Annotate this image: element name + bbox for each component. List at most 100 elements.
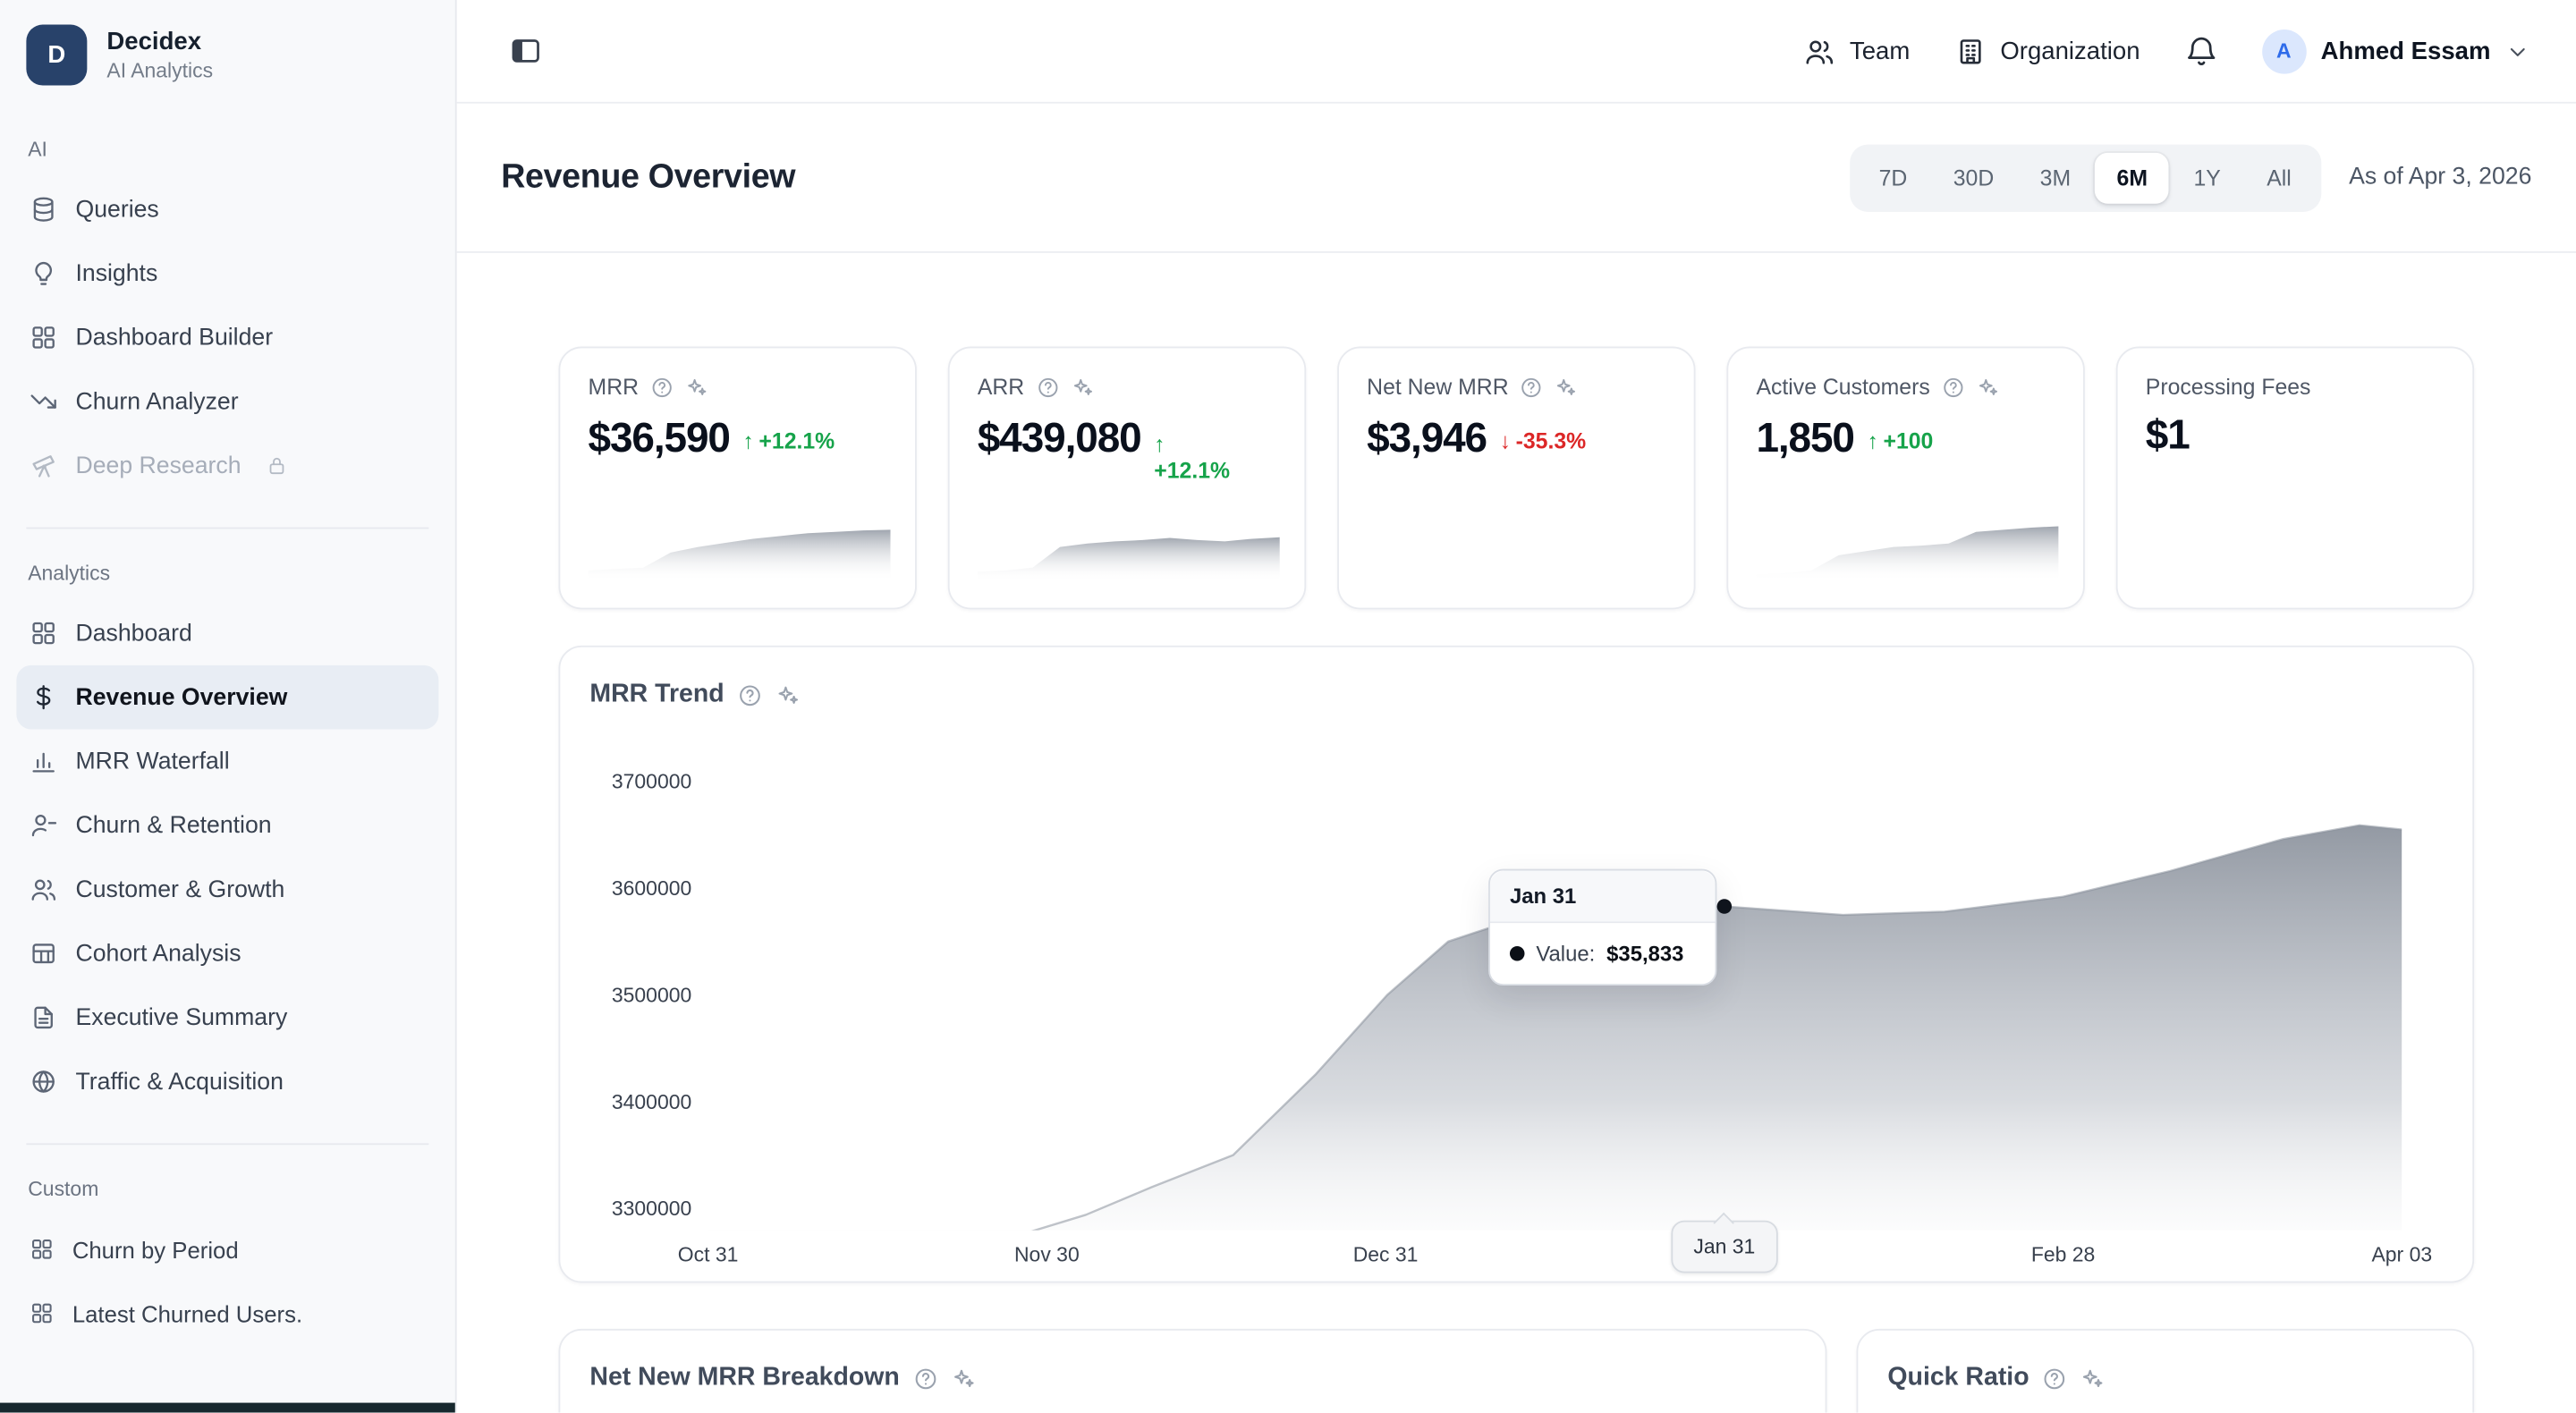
range-button-7d[interactable]: 7D: [1878, 165, 1908, 190]
sparkle-icon[interactable]: [2080, 1366, 2106, 1391]
sidebar-item-churn-analyzer[interactable]: Churn Analyzer: [16, 369, 438, 434]
help-icon[interactable]: [650, 376, 674, 399]
kpi-label: Net New MRR: [1367, 374, 1509, 400]
user-name: Ahmed Essam: [2320, 37, 2491, 65]
help-icon[interactable]: [1520, 376, 1543, 399]
range-button-all[interactable]: All: [2267, 165, 2292, 190]
sidebar-item-customer-growth[interactable]: Customer & Growth: [16, 858, 438, 922]
sidebar-item-churn-by-period[interactable]: Churn by Period: [16, 1217, 438, 1282]
help-icon[interactable]: [1942, 376, 1965, 399]
sparkle-icon[interactable]: [775, 682, 801, 707]
series-dot: [1509, 945, 1525, 961]
chart-title: MRR Trend: [589, 680, 724, 708]
kpi-delta: ↑ +12.1%: [742, 428, 835, 454]
x-tick-selected[interactable]: Jan 31: [1670, 1220, 1779, 1273]
brand-name: Decidex: [106, 28, 202, 56]
sidebar-item-label: Executive Summary: [75, 1004, 288, 1031]
sidebar-item-dashboard[interactable]: Dashboard: [16, 601, 438, 665]
kpi-value: $3,946: [1367, 415, 1487, 462]
sidebar-item-mrr-waterfall[interactable]: MRR Waterfall: [16, 730, 438, 794]
kpi-delta: ↓ -35.3%: [1499, 428, 1587, 454]
chart-plot-area[interactable]: Jan 31 Value: $35,833: [708, 770, 2402, 1231]
sidebar-item-label: MRR Waterfall: [75, 748, 230, 775]
x-tick: Feb 28: [2030, 1243, 2096, 1267]
y-tick: 3300000: [611, 1197, 692, 1221]
area-chart: [708, 824, 2402, 1231]
card-title: Quick Ratio: [1887, 1363, 2029, 1392]
sidebar-item-traffic-acquisition[interactable]: Traffic & Acquisition: [16, 1050, 438, 1114]
x-axis-labels: Oct 31 Nov 30 Dec 31 Jan 31 Feb 28 Apr 0…: [678, 1220, 2432, 1286]
table-icon: [32, 943, 55, 964]
database-icon: [33, 197, 54, 222]
range-button-6m[interactable]: 6M: [2095, 151, 2169, 203]
help-icon[interactable]: [737, 682, 762, 707]
section-label-custom: Custom: [28, 1177, 99, 1201]
chart-tooltip: Jan 31 Value: $35,833: [1488, 868, 1717, 986]
sidebar-item-label: Churn by Period: [72, 1236, 239, 1263]
sidebar-item-insights[interactable]: Insights: [16, 241, 438, 306]
sidebar-item-executive-summary[interactable]: Executive Summary: [16, 986, 438, 1050]
sidebar-nav: AI Queries Insights Dashboard Builder Ch…: [0, 138, 455, 1345]
sidebar-item-label: Latest Churned Users.: [72, 1299, 303, 1327]
sidebar-item-dashboard-builder[interactable]: Dashboard Builder: [16, 306, 438, 370]
time-range-selector: 7D 30D 3M 6M 1Y All: [1849, 143, 2321, 212]
sidebar-item-deep-research[interactable]: Deep Research: [16, 434, 438, 498]
kpi-label: ARR: [977, 374, 1025, 400]
sidebar-item-label: Churn Analyzer: [75, 388, 239, 415]
brand[interactable]: D Decidex AI Analytics: [0, 0, 455, 106]
sidebar-divider: [26, 1143, 429, 1146]
help-icon[interactable]: [2042, 1366, 2067, 1391]
sparkle-icon[interactable]: [1555, 376, 1578, 399]
kpi-label: MRR: [588, 374, 640, 400]
sparkle-icon[interactable]: [684, 376, 708, 399]
range-button-30d[interactable]: 30D: [1953, 165, 1995, 190]
user-menu[interactable]: A Ahmed Essam: [2261, 29, 2529, 73]
sidebar-item-label: Dashboard Builder: [75, 324, 274, 351]
telescope-icon: [32, 455, 55, 478]
avatar: A: [2261, 29, 2307, 73]
sidebar-divider: [26, 527, 429, 529]
grid-icon: [32, 326, 55, 349]
sidebar-item-queries[interactable]: Queries: [16, 177, 438, 241]
bell-icon[interactable]: [2184, 35, 2217, 68]
grid-icon: [32, 622, 55, 645]
sparkle-icon[interactable]: [951, 1366, 976, 1391]
range-button-1y[interactable]: 1Y: [2193, 165, 2221, 190]
kpi-value: $439,080: [977, 415, 1142, 462]
sidebar-toggle-button[interactable]: [501, 26, 550, 75]
x-tick: Nov 30: [1013, 1243, 1080, 1267]
up-arrow-icon: ↑: [1154, 432, 1165, 458]
sidebar-item-label: Deep Research: [75, 453, 242, 479]
kpi-value: $36,590: [588, 415, 731, 462]
y-axis-labels: 3700000 3600000 3500000 3400000 3300000: [589, 770, 708, 1230]
y-tick: 3600000: [611, 876, 692, 901]
help-icon[interactable]: [913, 1366, 938, 1391]
up-arrow-icon: ↑: [1867, 428, 1878, 454]
sidebar-item-churn-retention[interactable]: Churn & Retention: [16, 793, 438, 858]
brand-logo: D: [26, 24, 88, 86]
sparkline-chart: [1756, 526, 2059, 582]
kpi-card-mrr: MRR $36,590 ↑ +12.1%: [558, 346, 917, 610]
user-minus-icon: [31, 814, 57, 837]
sparkle-icon[interactable]: [1976, 376, 1999, 399]
help-icon[interactable]: [1036, 376, 1059, 399]
kpi-card-arr: ARR $439,080 ↑ +12.1%: [947, 346, 1307, 610]
area-series: [708, 825, 2402, 1231]
x-tick: Oct 31: [677, 1243, 739, 1267]
tooltip-label: Value:: [1536, 941, 1596, 966]
dollar-icon: [36, 685, 51, 710]
kpi-label: Active Customers: [1756, 374, 1930, 400]
sidebar-item-cohort-analysis[interactable]: Cohort Analysis: [16, 921, 438, 986]
organization-button[interactable]: Organization: [1954, 35, 2140, 66]
sidebar: D Decidex AI Analytics AI Queries Insigh…: [0, 0, 457, 1413]
users-icon: [1806, 39, 1833, 63]
team-button[interactable]: Team: [1804, 35, 1910, 66]
range-button-3m[interactable]: 3M: [2039, 165, 2072, 190]
sidebar-item-revenue-overview[interactable]: Revenue Overview: [16, 664, 439, 730]
sidebar-item-label: Revenue Overview: [75, 683, 288, 711]
sparkle-icon[interactable]: [1071, 376, 1094, 399]
net-new-mrr-breakdown-card: Net New MRR Breakdown: [558, 1328, 1827, 1413]
section-label-ai: AI: [28, 138, 47, 161]
sidebar-item-latest-churned-users[interactable]: Latest Churned Users.: [16, 1282, 438, 1346]
